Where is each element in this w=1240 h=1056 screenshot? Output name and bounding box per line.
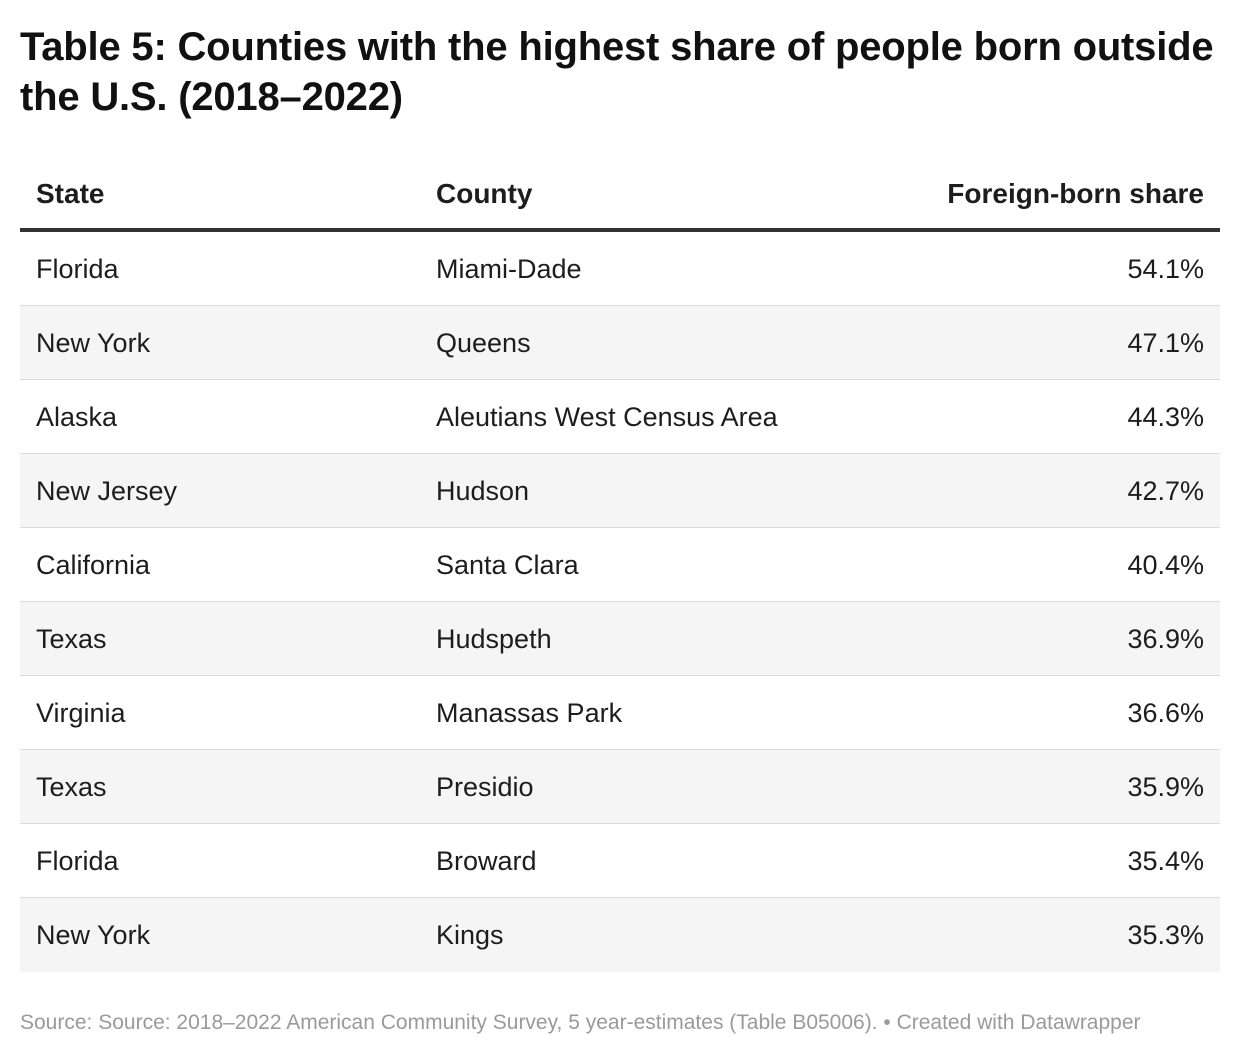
table-header-row: State County Foreign-born share [20,156,1220,232]
cell-state: Virginia [36,698,126,728]
cell-foreign-born-share: 36.6% [1127,698,1204,728]
table-row: Florida Miami-Dade 54.1% [20,232,1220,306]
table-title: Table 5: Counties with the highest share… [20,25,1214,119]
cell-county: Hudson [436,476,530,506]
cell-state: California [36,550,151,580]
column-header-county[interactable]: County [436,178,533,209]
cell-state: Texas [36,772,107,802]
cell-foreign-born-share: 47.1% [1127,328,1204,358]
cell-foreign-born-share: 36.9% [1127,624,1204,654]
cell-foreign-born-share: 42.7% [1127,476,1204,506]
table-row: New York Kings 35.3% [20,898,1220,972]
cell-foreign-born-share: 40.4% [1127,550,1204,580]
cell-state: Alaska [36,402,118,432]
cell-county: Broward [436,846,537,876]
column-header-state[interactable]: State [36,178,105,209]
cell-county: Aleutians West Census Area [436,402,778,432]
cell-county: Santa Clara [436,550,579,580]
cell-county: Presidio [436,772,534,802]
cell-county: Hudspeth [436,624,552,654]
cell-foreign-born-share: 35.9% [1127,772,1204,802]
table-row: Alaska Aleutians West Census Area 44.3% [20,380,1220,454]
cell-county: Manassas Park [436,698,623,728]
data-table: State County Foreign-born share Florida M… [20,156,1220,972]
table-row: New York Queens 47.1% [20,306,1220,380]
cell-foreign-born-share: 35.4% [1127,846,1204,876]
table-row: Texas Presidio 35.9% [20,750,1220,824]
table-row: New Jersey Hudson 42.7% [20,454,1220,528]
table-body: Florida Miami-Dade 54.1% New York Queens 47.1… [20,232,1220,972]
cell-foreign-born-share: 35.3% [1127,920,1204,950]
cell-state: New Jersey [36,476,178,506]
cell-foreign-born-share: 54.1% [1127,254,1204,284]
table-row: California Santa Clara 40.4% [20,528,1220,602]
cell-county: Miami-Dade [436,254,582,284]
table-row: Virginia Manassas Park 36.6% [20,676,1220,750]
cell-state: Florida [36,846,119,876]
source-footer: Source: Source: 2018–2022 American Commu… [20,1011,1141,1034]
cell-county: Queens [436,328,531,358]
cell-state: New York [36,920,151,950]
cell-foreign-born-share: 44.3% [1127,402,1204,432]
cell-state: New York [36,328,151,358]
cell-county: Kings [436,920,504,950]
table-row: Texas Hudspeth 36.9% [20,602,1220,676]
cell-state: Florida [36,254,119,284]
column-header-foreign-born-share[interactable]: Foreign-born share [947,178,1204,209]
table-row: Florida Broward 35.4% [20,824,1220,898]
cell-state: Texas [36,624,107,654]
